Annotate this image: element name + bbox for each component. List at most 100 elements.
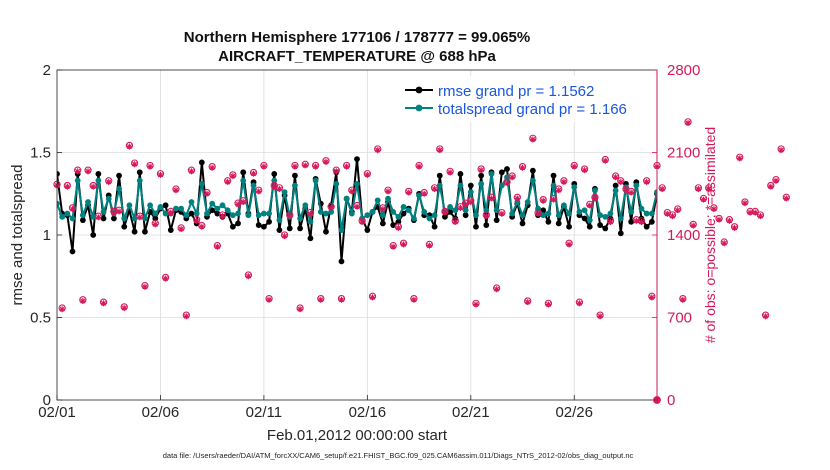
totalspread-point xyxy=(395,213,402,220)
obs-assimilated-point xyxy=(462,201,469,208)
obs-assimilated-point xyxy=(85,168,92,175)
rmse-point xyxy=(307,235,314,242)
obs-assimilated-point xyxy=(271,183,278,190)
y-tick-label: 1 xyxy=(43,227,51,244)
obs-assimilated-point xyxy=(710,206,717,213)
obs-assimilated-point xyxy=(705,186,712,193)
obs-assimilated-point xyxy=(767,183,774,190)
x-axis-label: Feb.01,2012 00:00:00 start xyxy=(267,427,448,444)
obs-assimilated-point xyxy=(343,163,350,170)
obs-assimilated-point xyxy=(235,201,242,208)
totalspread-point xyxy=(628,209,635,215)
rmse-point xyxy=(467,182,474,189)
obs-assimilated-point xyxy=(281,233,288,240)
totalspread-point xyxy=(204,210,210,217)
totalspread-point xyxy=(188,199,195,205)
obs-assimilated-point xyxy=(467,199,474,205)
obs-assimilated-point xyxy=(493,286,500,293)
x-tick-label: 02/21 xyxy=(452,404,490,421)
obs-assimilated-point xyxy=(395,224,402,231)
obs-assimilated-point xyxy=(147,163,154,170)
y-tick-label-right: 1400 xyxy=(667,227,700,244)
obs-assimilated-point xyxy=(576,300,583,307)
obs-assimilated-point xyxy=(385,188,392,195)
y-axis-label-right: # of obs: o=possible; *=assimilated xyxy=(702,127,718,343)
obs-assimilated-point xyxy=(105,178,112,185)
totalspread-point xyxy=(524,199,531,205)
y-tick-label: 0.5 xyxy=(30,310,51,327)
obs-assimilated-point xyxy=(333,168,340,175)
obs-assimilated-point xyxy=(297,306,304,313)
totalspread-point xyxy=(540,212,547,219)
obs-assimilated-point xyxy=(674,207,681,214)
obs-assimilated-point xyxy=(204,190,210,197)
obs-assimilated-point xyxy=(747,209,754,216)
totalspread-point xyxy=(633,182,640,189)
totalspread-point xyxy=(105,195,112,202)
totalspread-point xyxy=(529,177,536,184)
data-file-footer: data file: /Users/raeder/DAI/ATM_forcXX/… xyxy=(163,451,634,460)
obs-assimilated-point xyxy=(131,161,138,168)
totalspread-point xyxy=(498,182,505,189)
obs-assimilated-point xyxy=(219,213,226,220)
obs-assimilated-point xyxy=(317,296,324,303)
totalspread-point xyxy=(581,207,588,214)
obs-assimilated-point xyxy=(731,224,738,231)
rmse-point xyxy=(131,228,138,235)
totalspread-point xyxy=(555,212,562,219)
obs-assimilated-point xyxy=(291,163,298,170)
totalspread-point xyxy=(576,209,583,215)
totalspread-point xyxy=(64,210,71,217)
obs-assimilated-point xyxy=(457,204,464,211)
obs-assimilated-point xyxy=(772,177,779,184)
totalspread-point xyxy=(240,177,247,184)
obs-assimilated-point xyxy=(162,275,169,282)
obs-assimilated-point xyxy=(540,197,547,204)
rmse-point xyxy=(473,223,479,230)
totalspread-point xyxy=(369,209,376,215)
totalspread-point xyxy=(95,177,102,184)
obs-assimilated-point xyxy=(260,163,267,170)
obs-assimilated-point xyxy=(648,294,655,301)
totalspread-point xyxy=(462,207,469,214)
totalspread-point xyxy=(214,205,221,212)
totalspread-point xyxy=(79,212,86,219)
obs-assimilated-point xyxy=(685,120,692,127)
rmse-point xyxy=(628,218,635,225)
totalspread-point xyxy=(255,212,262,219)
rmse-point xyxy=(292,172,298,179)
totalspread-point xyxy=(69,215,76,222)
totalspread-point xyxy=(271,177,278,184)
legend-marker-rmse xyxy=(415,86,423,94)
totalspread-point xyxy=(317,209,324,215)
totalspread-point xyxy=(266,210,272,217)
obs-assimilated-point xyxy=(638,219,645,226)
totalspread-point xyxy=(612,187,619,194)
totalspread-point xyxy=(198,180,205,187)
obs-assimilated-point xyxy=(478,167,485,174)
obs-assimilated-point xyxy=(695,186,702,193)
obs-assimilated-point xyxy=(483,213,490,220)
obs-assimilated-point xyxy=(416,163,423,170)
totalspread-point xyxy=(473,212,479,219)
obs-assimilated-point xyxy=(716,216,723,223)
rmse-point xyxy=(612,182,619,189)
totalspread-point xyxy=(566,210,572,217)
rmse-point xyxy=(198,159,205,166)
obs-assimilated-point xyxy=(426,242,433,249)
totalspread-point xyxy=(509,210,516,217)
obs-assimilated-point xyxy=(643,178,650,185)
totalspread-point xyxy=(90,213,97,220)
rmse-point xyxy=(116,172,122,179)
x-tick-label: 02/16 xyxy=(349,404,387,421)
obs-assimilated-point xyxy=(633,217,640,224)
rmse-point xyxy=(447,209,454,215)
rmse-point xyxy=(271,171,278,177)
obs-assimilated-point xyxy=(752,209,759,216)
rmse-point xyxy=(483,222,490,229)
rmse-point xyxy=(354,156,360,163)
rmse-point xyxy=(478,172,485,179)
obs-assimilated-point xyxy=(529,136,536,143)
rmse-point xyxy=(586,223,593,230)
